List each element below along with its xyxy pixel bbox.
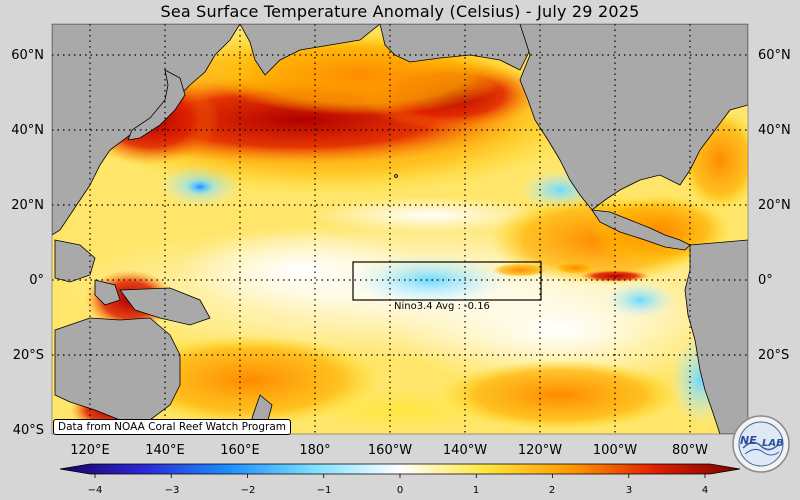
data-credit: Data from NOAA Coral Reef Watch Program — [53, 419, 291, 435]
lat-label-40n-right: 40°N — [758, 123, 791, 138]
colorbar-label-0: 0 — [396, 485, 404, 496]
lon-label-120w: 120°W — [517, 443, 563, 458]
nino34-average-label: Nino3.4 Avg : -0.16 — [394, 301, 490, 312]
colorbar-label-minus4: −4 — [87, 485, 103, 496]
svg-text:NE: NE — [740, 434, 757, 447]
lon-label-120e: 120°E — [70, 443, 110, 458]
lon-label-80w: 80°W — [672, 443, 708, 458]
lon-label-100w: 100°W — [592, 443, 638, 458]
colorbar — [59, 463, 741, 475]
map-frame — [51, 23, 749, 435]
colorbar-label-2: 2 — [548, 485, 556, 496]
lat-label-20n-right: 20°N — [758, 198, 791, 213]
map-title: Sea Surface Temperature Anomaly (Celsius… — [160, 2, 640, 21]
colorbar-label-4: 4 — [701, 485, 709, 496]
land-masses — [52, 24, 748, 434]
lon-label-180: 180° — [299, 443, 331, 458]
lat-label-40s-left: 40°S — [12, 423, 44, 438]
lat-label-20s-right: 20°S — [758, 348, 790, 363]
colorbar-tick-marks — [94, 474, 706, 478]
lat-label-0-left: 0° — [29, 273, 44, 288]
colorbar-label-minus3: −3 — [164, 485, 180, 496]
colorbar-label-3: 3 — [625, 485, 633, 496]
graticule-lines — [52, 24, 748, 434]
svg-text:LAB: LAB — [762, 438, 784, 449]
lat-label-20s-left: 20°S — [12, 348, 44, 363]
colorbar-label-minus2: −2 — [240, 485, 256, 496]
anomaly-field — [52, 24, 748, 434]
colorbar-label-1: 1 — [472, 485, 480, 496]
lon-label-140w: 140°W — [442, 443, 488, 458]
colorbar-label-minus1: −1 — [316, 485, 332, 496]
lat-label-60n-left: 60°N — [11, 48, 44, 63]
lat-label-20n-left: 20°N — [11, 198, 44, 213]
lat-label-40n-left: 40°N — [11, 123, 44, 138]
lat-label-0-right: 0° — [758, 273, 773, 288]
lon-label-160w: 160°W — [367, 443, 413, 458]
neo-lab-logo: NE LAB — [732, 415, 790, 473]
lon-label-140e: 140°E — [145, 443, 185, 458]
lon-label-160e: 160°E — [220, 443, 260, 458]
nino34-box — [352, 261, 542, 301]
lat-label-60n-right: 60°N — [758, 48, 791, 63]
